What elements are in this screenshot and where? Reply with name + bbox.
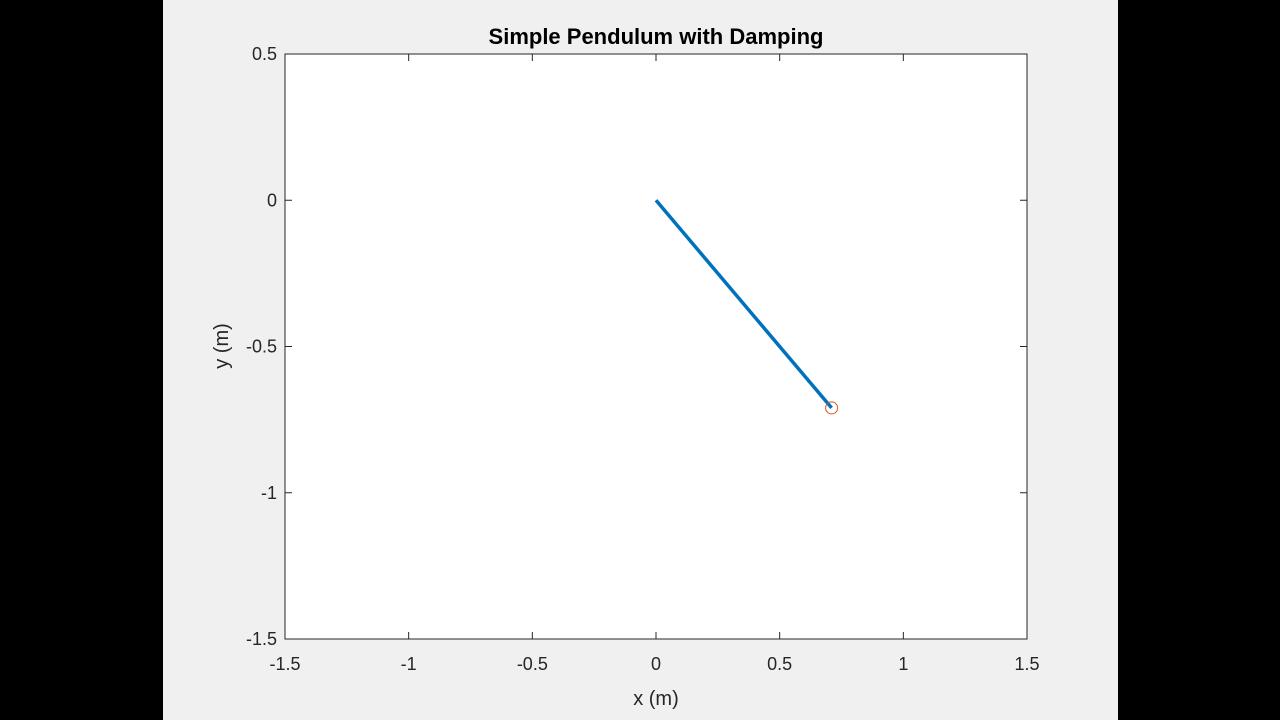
x-tick-label: -0.5 — [517, 654, 548, 674]
y-tick-label: -1 — [261, 483, 277, 503]
axes-box — [284, 53, 1028, 640]
x-tick-label: 0 — [651, 654, 661, 674]
x-tick-label: 0.5 — [767, 654, 792, 674]
x-axis-label: x (m) — [633, 688, 679, 710]
x-tick-label: -1 — [401, 654, 417, 674]
chart-title: Simple Pendulum with Damping — [489, 24, 824, 49]
axes-background — [285, 54, 1027, 639]
y-tick-label: 0.5 — [252, 44, 277, 64]
pendulum-bob-marker — [825, 401, 839, 415]
x-tick-label: -1.5 — [269, 654, 300, 674]
y-tick-label: 0 — [267, 190, 277, 210]
x-tick-label: 1.5 — [1014, 654, 1039, 674]
pendulum-rod-line — [654, 199, 833, 410]
pendulum-chart: -1.5 -1 -0.5 0 0.5 1 1.5 -1.5 -1 -0.5 0 0.5 Simple … — [211, 24, 1040, 710]
y-tick-label: -1.5 — [246, 629, 277, 649]
data-layer — [654, 199, 839, 415]
figure-window: -1.5 -1 -0.5 0 0.5 1 1.5 -1.5 -1 -0.5 0 0.5 Simple … — [163, 0, 1118, 720]
x-tick-label: 1 — [898, 654, 908, 674]
y-tick-label: -0.5 — [246, 337, 277, 357]
y-axis-label: y (m) — [211, 323, 233, 369]
ticks-layer: -1.5 -1 -0.5 0 0.5 1 1.5 -1.5 -1 -0.5 0 0.5 — [246, 44, 1040, 674]
